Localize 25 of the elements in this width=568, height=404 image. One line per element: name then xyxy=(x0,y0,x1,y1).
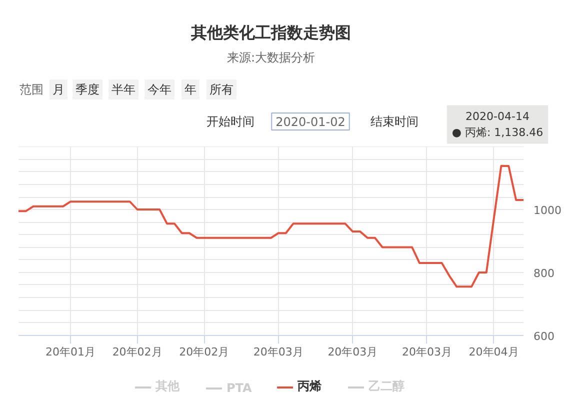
chart-subtitle: 来源:大数据分析 xyxy=(226,50,316,64)
x-tick-label: 20年02月 xyxy=(112,346,162,358)
text: 季度 xyxy=(76,82,100,96)
text: 结束时间 xyxy=(370,114,418,128)
x-tick-label: 20年02月 xyxy=(179,346,230,358)
chart-title: 其他类化工指数走势图 xyxy=(190,23,351,42)
text: 2020-01-02 xyxy=(276,115,346,129)
y-tick-label: 1000 xyxy=(534,204,562,217)
y-tick-label: 600 xyxy=(534,330,554,343)
x-tick-label: 20年03月 xyxy=(328,346,378,358)
text: 所有 xyxy=(210,82,234,96)
x-tick-label: 20年04月 xyxy=(468,346,519,358)
text: 年 xyxy=(184,82,196,96)
legend-label: 丙烯 xyxy=(298,378,322,395)
text: 范围 xyxy=(20,82,44,96)
text: 月 xyxy=(52,82,64,96)
x-tick-label: 20年03月 xyxy=(253,346,304,358)
text: 2020-04-14 ● 丙烯: 1,138.46 xyxy=(452,110,544,139)
text: 开始时间 xyxy=(206,114,254,128)
text: 今年 xyxy=(148,82,172,96)
x-tick-label: 20年01月 xyxy=(45,346,96,358)
line-series xyxy=(18,164,524,288)
text: 半年 xyxy=(112,82,136,96)
x-tick-label: 20年03月 xyxy=(402,346,452,358)
y-tick-label: 800 xyxy=(534,267,554,280)
